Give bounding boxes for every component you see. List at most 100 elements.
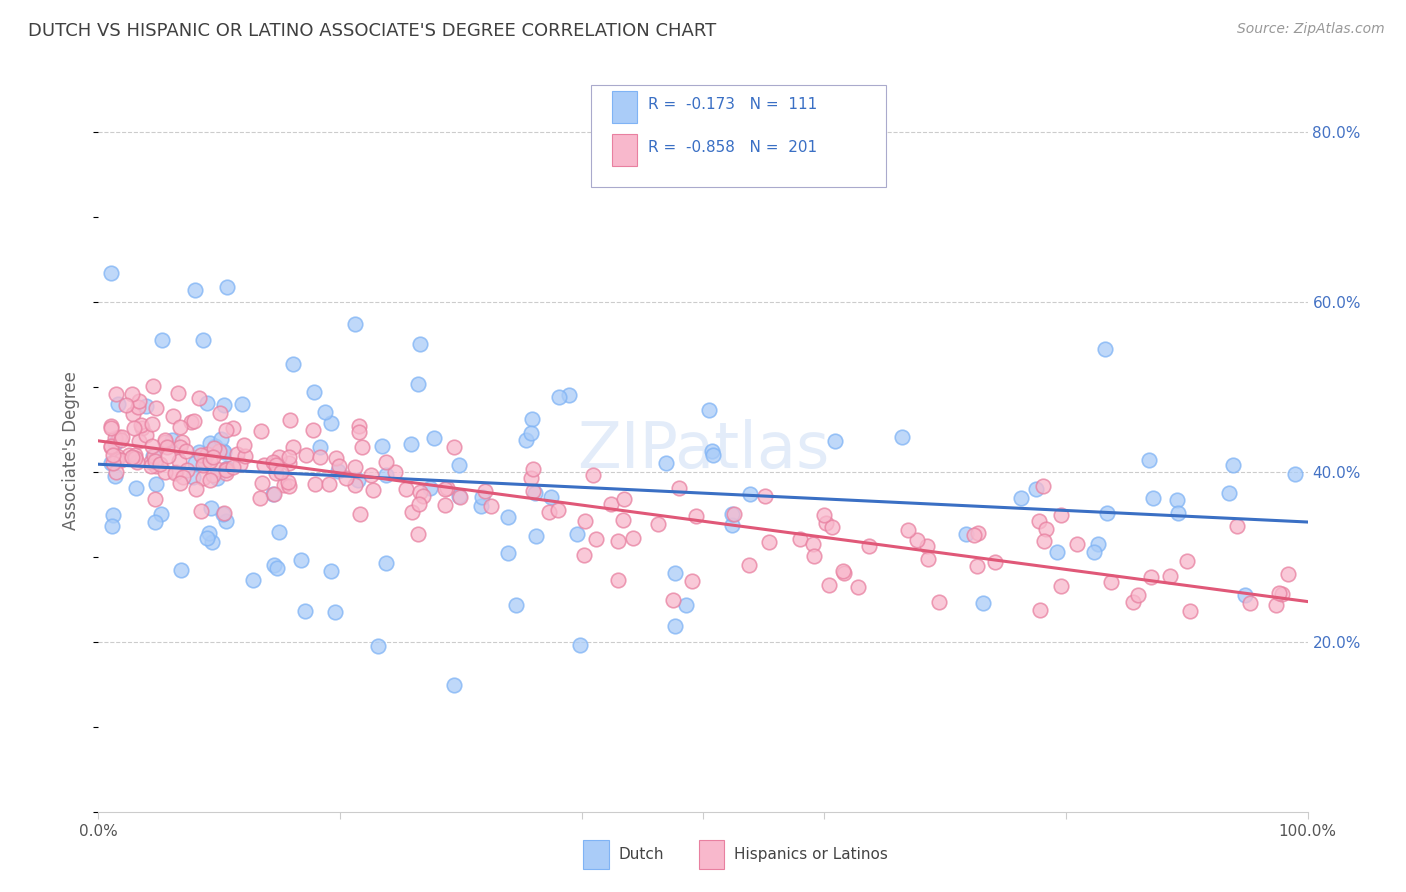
Point: [515, 433, 537, 447]
Point: [100, 266, 122, 280]
Point: [100, 440, 122, 454]
Point: [1234, 588, 1257, 602]
Point: [349, 425, 371, 439]
Point: [1137, 453, 1160, 467]
Text: R =  -0.173   N =  111: R = -0.173 N = 111: [648, 97, 817, 112]
Point: [824, 434, 846, 449]
Point: [262, 454, 284, 468]
Point: [1097, 506, 1119, 520]
Point: [118, 448, 141, 462]
Point: [128, 394, 150, 409]
Point: [520, 412, 543, 426]
Point: [443, 440, 465, 454]
Point: [124, 448, 146, 462]
Point: [326, 464, 349, 478]
Text: ZIPatlas: ZIPatlas: [576, 419, 830, 482]
Point: [264, 457, 287, 471]
Point: [122, 421, 145, 435]
Point: [125, 455, 148, 469]
Point: [434, 483, 457, 497]
Point: [205, 462, 228, 476]
Point: [131, 420, 153, 434]
Point: [215, 462, 238, 476]
Point: [222, 421, 245, 435]
Point: [1050, 579, 1073, 593]
Point: [1142, 491, 1164, 505]
Point: [371, 439, 394, 453]
Point: [1167, 506, 1189, 520]
Point: [222, 460, 245, 475]
Point: [406, 376, 429, 391]
Point: [172, 435, 194, 450]
Point: [723, 507, 745, 521]
Point: [1083, 544, 1105, 558]
Point: [319, 416, 342, 430]
Point: [449, 489, 471, 503]
Point: [818, 578, 841, 592]
Point: [1032, 479, 1054, 493]
Point: [129, 418, 152, 433]
Point: [149, 458, 172, 472]
Point: [229, 457, 252, 471]
Point: [195, 396, 218, 410]
Point: [104, 387, 127, 401]
Point: [208, 444, 231, 458]
Point: [141, 417, 163, 431]
Point: [211, 508, 233, 522]
Point: [110, 453, 132, 467]
Point: [422, 431, 444, 445]
Point: [249, 491, 271, 505]
Point: [470, 499, 492, 513]
Point: [1126, 588, 1149, 602]
Point: [662, 592, 685, 607]
Point: [401, 505, 423, 519]
Point: [443, 678, 465, 692]
Point: [267, 525, 290, 540]
Point: [193, 333, 215, 347]
Point: [547, 503, 569, 517]
Point: [104, 469, 127, 483]
Point: [1218, 486, 1240, 500]
Point: [302, 423, 325, 437]
Point: [343, 478, 366, 492]
Point: [198, 473, 221, 487]
Point: [155, 435, 177, 450]
Point: [897, 523, 920, 537]
Point: [105, 452, 128, 467]
Point: [127, 400, 149, 414]
Point: [891, 430, 914, 444]
Point: [1222, 458, 1244, 472]
Point: [142, 449, 165, 463]
Point: [215, 423, 238, 437]
Point: [111, 430, 134, 444]
Point: [352, 441, 374, 455]
Point: [263, 487, 285, 501]
Point: [758, 535, 780, 549]
Point: [409, 336, 432, 351]
Point: [1140, 570, 1163, 584]
Point: [198, 526, 221, 541]
Point: [155, 440, 177, 454]
Point: [524, 486, 547, 500]
Point: [519, 425, 541, 440]
Point: [193, 454, 215, 468]
Point: [143, 515, 166, 529]
Point: [471, 490, 494, 504]
Point: [685, 509, 707, 524]
Point: [145, 401, 167, 416]
Point: [187, 392, 209, 406]
Point: [277, 475, 299, 489]
Point: [915, 539, 938, 553]
Point: [832, 566, 855, 580]
Point: [184, 284, 207, 298]
Point: [375, 556, 398, 570]
Point: [1159, 569, 1181, 583]
Point: [655, 456, 678, 470]
Point: [153, 433, 176, 447]
Point: [205, 471, 228, 485]
Point: [266, 560, 288, 574]
Point: [214, 445, 236, 459]
Point: [100, 439, 122, 453]
Point: [200, 535, 222, 549]
Point: [1035, 522, 1057, 536]
